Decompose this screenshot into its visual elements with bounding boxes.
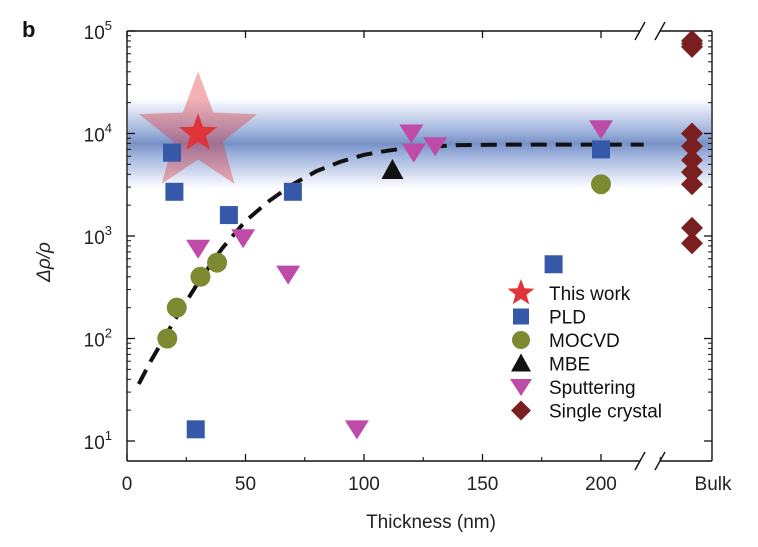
data-point-sputtering xyxy=(186,239,211,259)
legend-label-mbe: MBE xyxy=(549,355,590,376)
legend-marker-pld xyxy=(513,308,529,325)
legend-label-pld: PLD xyxy=(549,308,586,329)
x-tick-label: 150 xyxy=(467,474,499,495)
y-axis-label: Δρ/ρ xyxy=(34,242,55,283)
y-tick-label: 104 xyxy=(84,121,112,147)
data-point-mocvd xyxy=(591,174,611,195)
data-point-mocvd xyxy=(157,328,178,349)
data-point-single-crystal xyxy=(681,173,703,196)
data-points xyxy=(139,29,703,440)
x-axis-label: Thickness (nm) xyxy=(366,512,496,533)
data-point-mocvd xyxy=(166,297,187,318)
data-point-sputtering xyxy=(401,143,426,163)
fit-curve-layer xyxy=(137,142,644,385)
fit-curve xyxy=(137,142,644,385)
data-point-single-crystal xyxy=(681,149,703,172)
legend-label-this-work: This work xyxy=(549,284,631,305)
data-point-single-crystal xyxy=(681,135,703,158)
legend-label-mocvd: MOCVD xyxy=(549,331,620,352)
x-tick-label: 100 xyxy=(348,474,380,495)
x-tick-label: 0 xyxy=(122,474,133,495)
data-point-sputtering xyxy=(423,137,448,157)
data-point-sputtering xyxy=(399,124,424,144)
data-point-sputtering xyxy=(344,420,369,440)
data-point-single-crystal xyxy=(681,32,703,55)
data-point-pld xyxy=(163,143,182,162)
data-point-pld xyxy=(165,182,184,201)
data-point-single-crystal xyxy=(681,232,703,255)
legend-marker-mocvd xyxy=(512,331,530,349)
y-tick-label: 105 xyxy=(84,18,112,44)
data-point-pld xyxy=(283,182,302,201)
x-tick-label: 50 xyxy=(235,474,256,495)
data-point-sputtering xyxy=(589,120,613,140)
legend-label-single-crystal: Single crystal xyxy=(549,402,662,423)
data-point-mocvd xyxy=(207,252,228,273)
data-point-sputtering xyxy=(276,265,301,285)
y-tick-label: 101 xyxy=(84,428,112,454)
legend-marker-mbe xyxy=(511,353,531,372)
data-point-mbe xyxy=(381,159,404,180)
axis-break-mark-bottom-1 xyxy=(634,451,646,471)
axis-break-mark-top-1 xyxy=(634,21,646,41)
legend-marker-sputtering xyxy=(510,379,532,396)
data-point-single-crystal xyxy=(681,122,703,145)
data-point-single-crystal xyxy=(681,161,703,184)
legend-marker-single-crystal xyxy=(511,400,531,421)
legend-label-sputtering: Sputtering xyxy=(549,378,636,399)
y-tick-label: 102 xyxy=(84,326,112,352)
y-tick-label: 103 xyxy=(84,223,112,249)
x-tick-label-bulk: Bulk xyxy=(695,474,732,495)
legend-marker-this-work xyxy=(507,279,535,305)
axis-break-mark-top-2 xyxy=(654,21,666,41)
data-point-pld xyxy=(186,420,205,439)
data-point-pld xyxy=(592,140,610,159)
panel-label: b xyxy=(22,17,35,42)
data-point-sputtering xyxy=(231,229,256,249)
x-tick-label: 200 xyxy=(585,474,617,495)
data-point-this-work xyxy=(179,113,218,150)
data-point-pld xyxy=(544,255,563,274)
axes: 0 50 100 150 200 Bulk 101 102 103 104 105 xyxy=(84,18,732,495)
data-point-single-crystal xyxy=(681,216,703,239)
data-point-pld xyxy=(219,206,238,225)
data-point-mocvd xyxy=(190,266,211,287)
